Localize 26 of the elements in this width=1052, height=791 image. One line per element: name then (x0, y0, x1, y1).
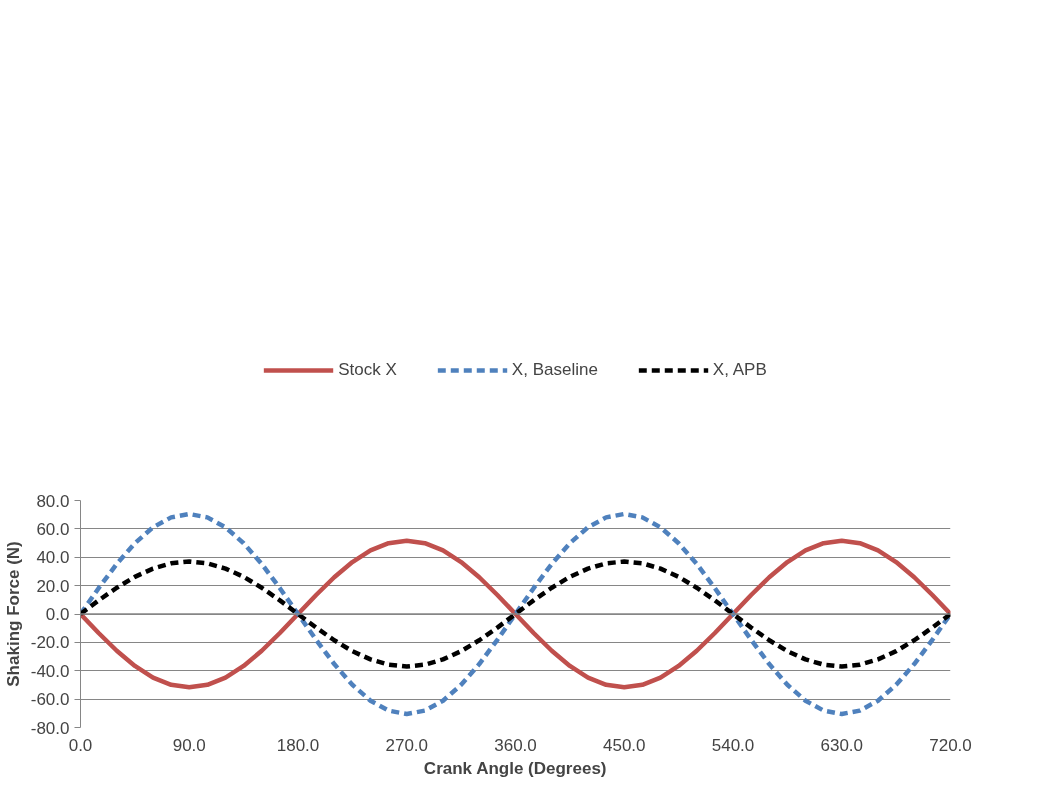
line-series (80, 511, 951, 717)
line-series (80, 538, 951, 690)
x-tick-label: 450.0 (602, 735, 646, 755)
x-tick-label: 630.0 (820, 735, 864, 755)
x-tick-label: 720.0 (929, 735, 972, 755)
y-tick-label: 80.0 (36, 491, 70, 511)
x-axis-title: Crank Angle (Degrees) (423, 758, 607, 778)
x-tick-label: 270.0 (385, 735, 429, 755)
legend-label: Stock X (338, 360, 397, 380)
legend-label: X, Baseline (511, 360, 598, 380)
y-tick-label: 20.0 (36, 576, 70, 596)
line-series (80, 559, 951, 669)
legend-label: X, APB (712, 360, 767, 380)
y-tick-label: -80.0 (30, 718, 70, 738)
y-tick-label: 0.0 (45, 605, 70, 624)
y-tick-label: -60.0 (30, 690, 70, 710)
x-tick-label: 0.0 (68, 735, 93, 755)
x-tick-label: 180.0 (276, 735, 320, 755)
x-tick-label: 540.0 (711, 735, 755, 755)
y-tick-label: 60.0 (36, 519, 70, 539)
x-tick-label: 360.0 (494, 735, 537, 755)
y-axis-title: Shaking Force (N) (3, 541, 23, 687)
x-tick-label: 90.0 (172, 735, 206, 755)
y-tick-label: -40.0 (30, 661, 70, 681)
y-tick-label: -20.0 (30, 633, 70, 653)
y-tick-label: 40.0 (36, 548, 70, 568)
